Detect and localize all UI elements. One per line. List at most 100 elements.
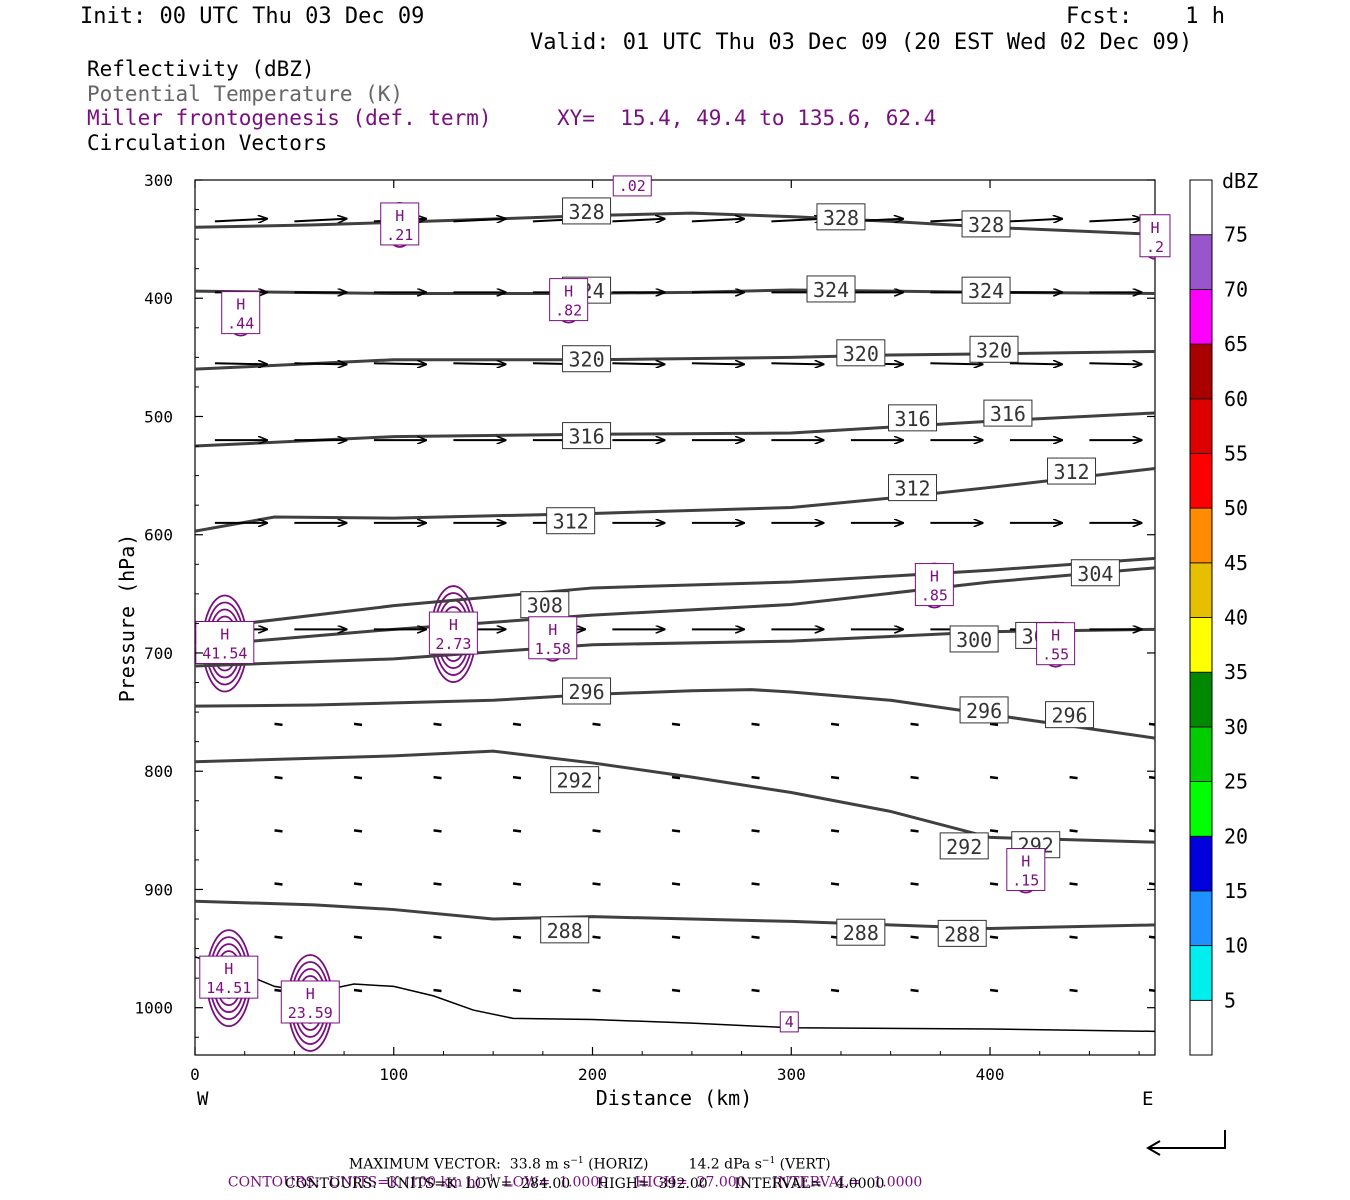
circulation-vector	[512, 882, 522, 886]
maximum-H: H	[395, 207, 404, 225]
circulation-vector	[671, 882, 681, 886]
y-tick-label: 300	[144, 171, 173, 190]
y-tick-label: 800	[144, 762, 173, 781]
theta-label-box	[1047, 457, 1097, 485]
theta-label-box	[546, 507, 596, 535]
theta-label-box	[961, 276, 1011, 304]
theta-label: 320	[976, 338, 1012, 362]
circulation-vector	[294, 363, 346, 364]
circulation-vector	[274, 722, 283, 727]
x-tick-label: 300	[777, 1065, 806, 1084]
theta-label: 320	[843, 342, 879, 366]
minor-label-box	[612, 175, 652, 197]
colorbar-segment	[1189, 398, 1213, 454]
circulation-vector	[910, 722, 919, 727]
circulation-vector	[1009, 363, 1062, 364]
x-end-west: W	[197, 1088, 209, 1110]
maximum-H: H	[1021, 853, 1030, 871]
colorbar-segment	[1189, 507, 1213, 564]
circulation-vector	[353, 988, 363, 993]
colorbar-label: 25	[1224, 770, 1248, 794]
maximum-H: H	[930, 568, 939, 586]
colorbar-segment	[1189, 671, 1213, 728]
theta-contour-296	[195, 688, 1155, 740]
y-tick-label: 700	[144, 644, 173, 663]
maximum-box	[1139, 214, 1171, 258]
x-axis-label: Distance (km)	[596, 1086, 753, 1110]
colorbar-segment	[1189, 179, 1213, 236]
theta-label: 316	[894, 407, 930, 431]
maximum-value: .82	[555, 302, 582, 320]
circulation-vector	[830, 829, 840, 833]
minor-label: 4	[785, 1013, 794, 1031]
theta-label: 292	[557, 769, 593, 793]
circulation-vector	[830, 775, 840, 780]
circulation-vector	[671, 829, 681, 833]
theta-label-box	[816, 203, 866, 231]
colorbar-frame	[1189, 179, 1213, 1056]
contours-units: CONTOURS: UNITS=K (100 km h)	[227, 1174, 482, 1191]
circulation-vector	[294, 219, 346, 222]
theta-label-box	[562, 422, 612, 450]
theta-label: 308	[527, 594, 563, 618]
circulation-vector	[353, 829, 363, 833]
theta-label-box	[1070, 559, 1120, 587]
circulation-vector	[433, 722, 442, 727]
reference-vector-icon	[1146, 1130, 1226, 1156]
circulation-vector	[433, 775, 442, 780]
circulation-vector	[274, 935, 283, 939]
theta-label: 288	[547, 919, 583, 943]
circulation-vector	[592, 988, 601, 993]
max-vector-horiz-value: MAXIMUM VECTOR: 33.8 m s	[348, 1156, 571, 1173]
maximum-box	[280, 980, 340, 1024]
colorbar-segment	[1189, 945, 1213, 1001]
init-time: Init: 00 UTC Thu 03 Dec 09	[80, 4, 425, 29]
circulation-vector	[989, 722, 999, 727]
theta-label: 292	[946, 835, 982, 859]
circulation-vector	[1148, 935, 1155, 939]
maximum-H: H	[564, 283, 573, 301]
unit-exponent: −1	[481, 1174, 495, 1184]
circulation-vector	[1069, 775, 1078, 780]
x-end-east: E	[1142, 1088, 1153, 1110]
maximum-box	[199, 955, 259, 999]
maximum-H: H	[548, 621, 557, 639]
theta-label-box	[949, 625, 999, 653]
circulation-vector	[751, 722, 760, 727]
maximum-H: H	[236, 296, 245, 314]
circulation-vector	[592, 935, 601, 939]
circulation-vector	[592, 722, 601, 727]
maximum-box	[549, 278, 589, 322]
circulation-vector	[353, 775, 363, 780]
theta-label-box	[836, 339, 886, 367]
circulation-vector	[274, 775, 283, 780]
circulation-vector	[373, 363, 426, 364]
circulation-vector	[512, 722, 522, 727]
maximum-value: .55	[1042, 646, 1069, 664]
maximum-value: .85	[921, 587, 948, 605]
colorbar-label: 20	[1224, 824, 1248, 848]
theta-label-box	[1045, 701, 1095, 729]
theta-label-box	[550, 766, 600, 794]
circulation-vector	[910, 988, 919, 993]
circulation-vector	[830, 722, 840, 727]
circulation-vector	[592, 829, 601, 833]
circulation-vector	[1069, 935, 1078, 939]
theta-label: 316	[990, 402, 1026, 426]
circulation-vector	[910, 829, 919, 833]
theta-label: 328	[823, 206, 859, 230]
circulation-vector	[1148, 988, 1155, 992]
y-axis-label: Pressure (hPa)	[115, 534, 139, 703]
circulation-vector	[910, 935, 919, 939]
theta-label: 324	[968, 279, 1004, 303]
maximum-box	[195, 621, 255, 665]
max-vector-vert-value: 14.2 dPa s	[688, 1156, 762, 1173]
contours-frontogenesis: CONTOURS: UNITS=K (100 km h)−1 LOW= 1.00…	[219, 1158, 922, 1191]
theta-label-box	[939, 832, 989, 860]
circulation-vector	[989, 882, 999, 886]
circulation-vector	[1009, 219, 1062, 222]
plot-frame	[194, 179, 1156, 1056]
theta-label-box	[836, 918, 886, 946]
y-tick-label: 600	[144, 526, 173, 545]
circulation-vector	[512, 988, 522, 993]
